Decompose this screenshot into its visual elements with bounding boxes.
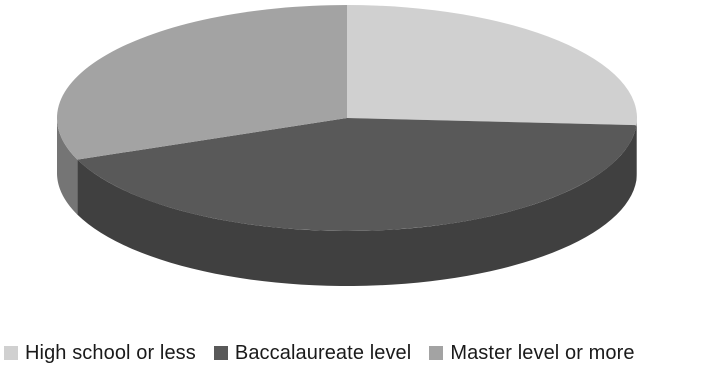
pie-side-walls [57,118,637,286]
legend-swatch-master [429,346,444,360]
legend-swatch-baccalaureate [213,346,228,360]
legend-label-baccalaureate: Baccalaureate level [234,341,412,364]
pie-side-master-level-or-more [57,118,78,215]
pie-slice-high-school-or-less [347,5,638,126]
pie-side-high-school-or-less [636,118,637,181]
pie-side-baccalaureate-level [77,125,637,286]
legend-item-high-school: High school or less [4,342,196,365]
pie-slice-baccalaureate-level [77,118,637,232]
legend-label-high-school: High school or less [25,341,196,364]
pie-slice-master-level-or-more [56,4,347,160]
legend-item-master: Master level or more [429,341,635,365]
legend: High school or less Baccalaureate level … [4,339,703,367]
pie-top-faces [56,4,638,232]
legend-swatch-high-school [4,346,18,360]
legend-label-master: Master level or more [450,341,635,364]
legend-item-baccalaureate: Baccalaureate level [213,341,412,365]
